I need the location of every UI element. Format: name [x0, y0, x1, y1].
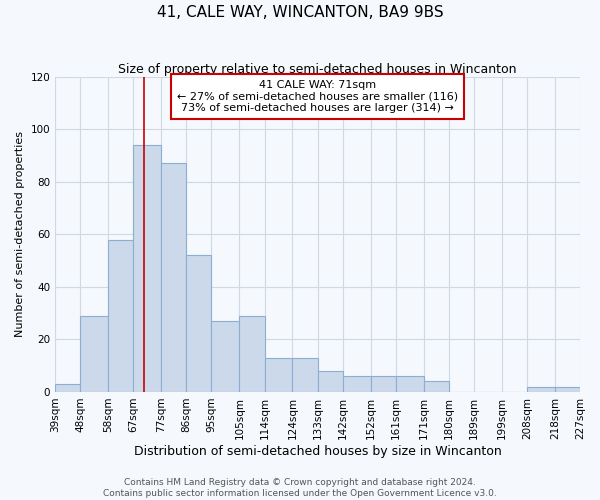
Title: Size of property relative to semi-detached houses in Wincanton: Size of property relative to semi-detach…	[118, 62, 517, 76]
Bar	[187, 256, 211, 392]
Y-axis label: Number of semi-detached properties: Number of semi-detached properties	[15, 132, 25, 338]
Bar	[292, 358, 317, 392]
Bar	[396, 376, 424, 392]
Bar	[317, 371, 343, 392]
Bar	[555, 386, 580, 392]
Bar	[80, 316, 108, 392]
Text: Contains HM Land Registry data © Crown copyright and database right 2024.
Contai: Contains HM Land Registry data © Crown c…	[103, 478, 497, 498]
Bar	[211, 321, 239, 392]
Bar	[424, 382, 449, 392]
Bar	[527, 386, 555, 392]
Bar	[55, 384, 80, 392]
Bar	[343, 376, 371, 392]
Text: 41, CALE WAY, WINCANTON, BA9 9BS: 41, CALE WAY, WINCANTON, BA9 9BS	[157, 5, 443, 20]
Bar	[239, 316, 265, 392]
Bar	[108, 240, 133, 392]
Bar	[133, 145, 161, 392]
Text: 41 CALE WAY: 71sqm
← 27% of semi-detached houses are smaller (116)
73% of semi-d: 41 CALE WAY: 71sqm ← 27% of semi-detache…	[177, 80, 458, 113]
X-axis label: Distribution of semi-detached houses by size in Wincanton: Distribution of semi-detached houses by …	[134, 444, 502, 458]
Bar	[265, 358, 292, 392]
Bar	[161, 164, 187, 392]
Bar	[371, 376, 396, 392]
